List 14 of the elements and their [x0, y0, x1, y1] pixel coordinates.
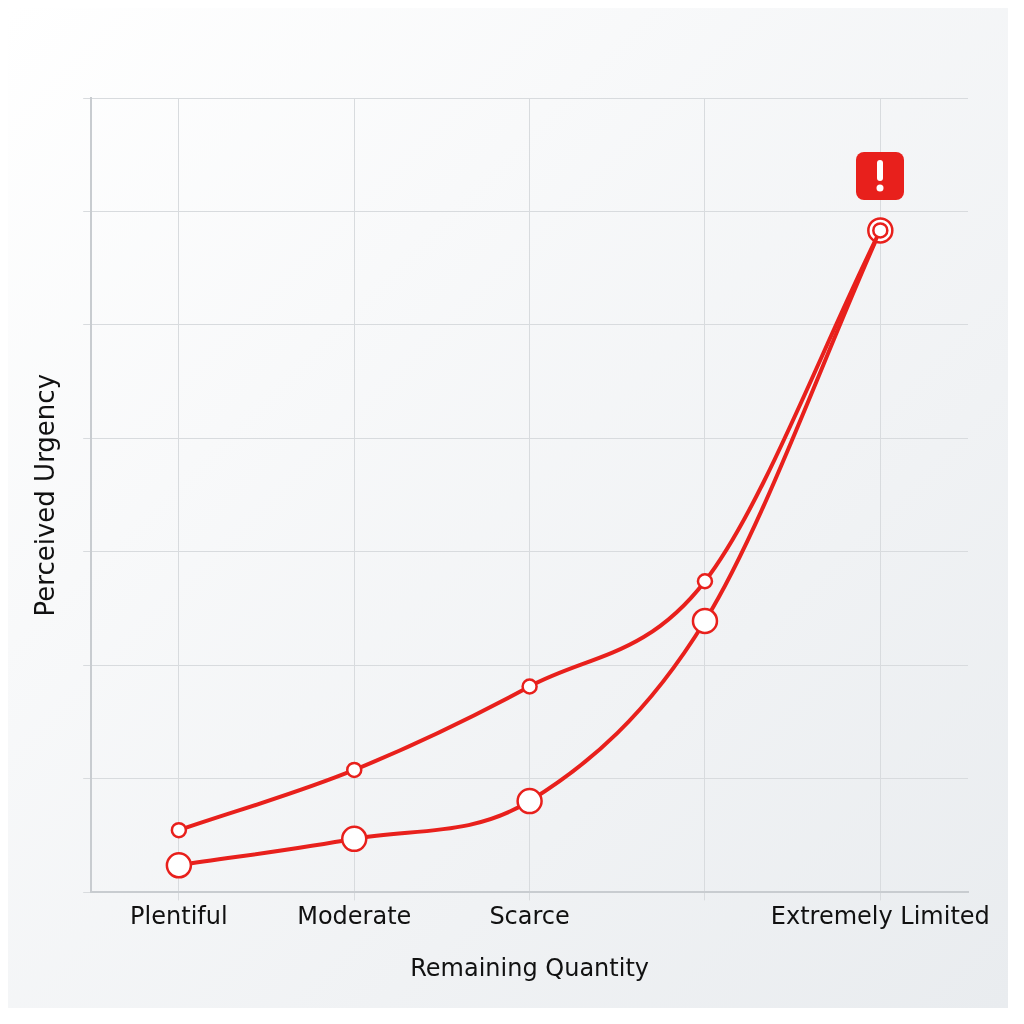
- point: [516, 787, 543, 815]
- point: [170, 821, 188, 839]
- point: [691, 607, 719, 635]
- point: [696, 573, 714, 590]
- x-tick-label: Scarce: [489, 902, 570, 931]
- x-tick-label: Moderate: [297, 902, 412, 931]
- x-axis-title: Remaining Quantity: [410, 953, 649, 982]
- point: [521, 678, 538, 695]
- point: [345, 761, 363, 779]
- point: [165, 852, 193, 879]
- point: [340, 825, 368, 853]
- x-tick-label: Extremely Limited: [770, 902, 990, 931]
- x-tick-label: Plentiful: [130, 902, 228, 931]
- y-axis-title: Perceived Urgency: [30, 373, 61, 617]
